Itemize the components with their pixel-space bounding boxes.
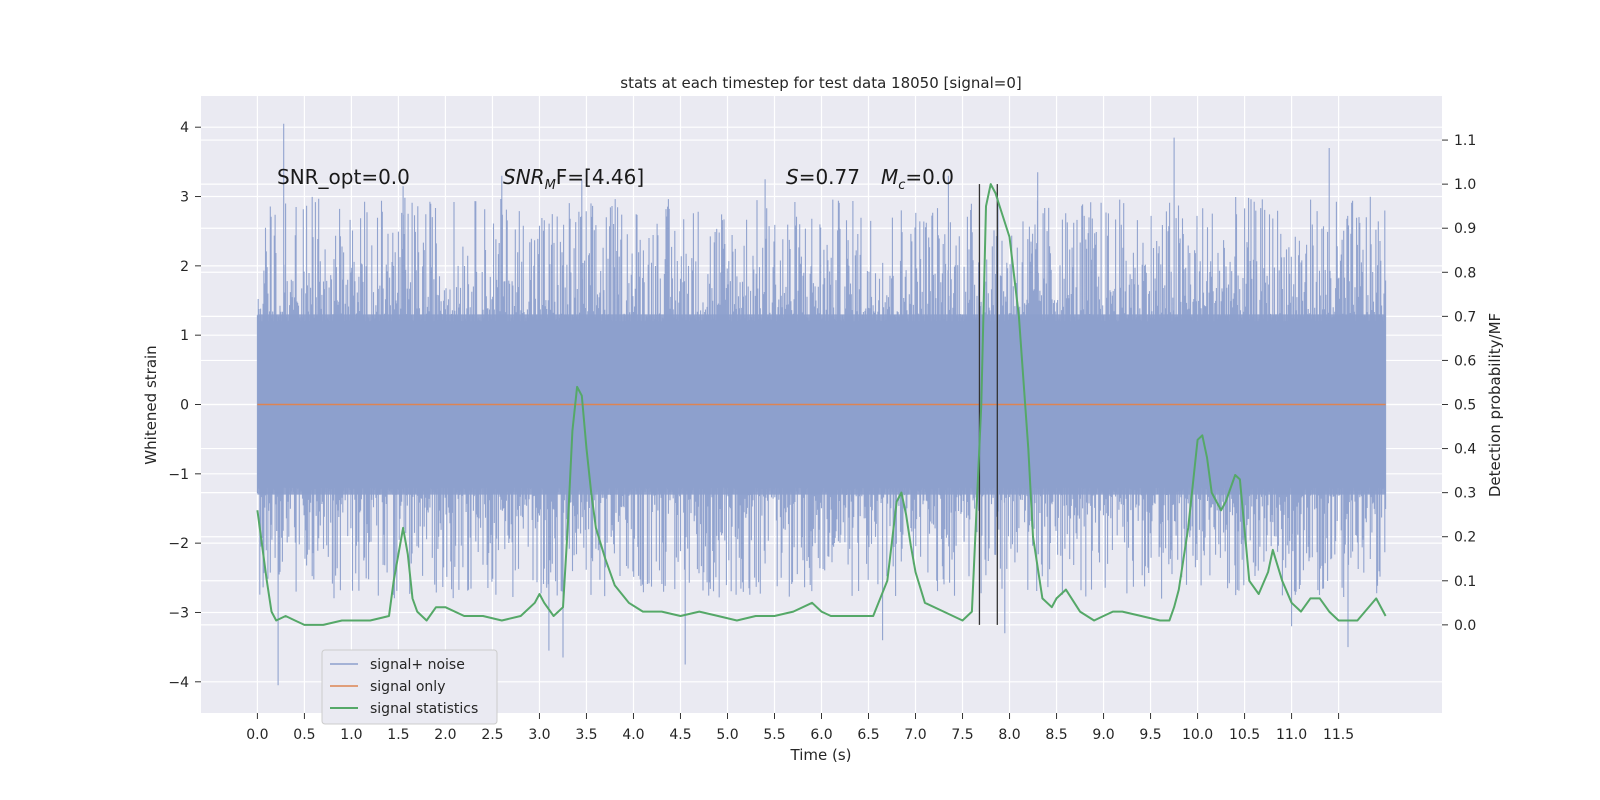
y-tick-label: −1 — [168, 467, 189, 483]
annotation-snr-mf-sub: M — [545, 178, 556, 193]
right-y-tick-label: 1.1 — [1454, 133, 1476, 149]
x-axis-label: Time (s) — [790, 746, 852, 764]
x-tick-label: 7.5 — [951, 727, 973, 743]
y-tick-label: 4 — [180, 120, 189, 136]
right-y-axis-ticks: 0.0 0.1 0.2 0.3 0.4 0.5 0.6 0.7 0.8 0.9 1.0 1.1 — [1442, 133, 1476, 634]
x-tick-label: 9.5 — [1139, 727, 1161, 743]
right-y-tick-label: 0.8 — [1454, 265, 1476, 281]
x-tick-label: 10.0 — [1182, 727, 1213, 743]
x-tick-label: 4.0 — [622, 727, 644, 743]
x-tick-label: 1.5 — [387, 727, 409, 743]
x-tick-label: 3.5 — [575, 727, 597, 743]
annotation-mc-symbol: M — [881, 165, 898, 189]
right-y-tick-label: 0.6 — [1454, 353, 1476, 369]
y-tick-label: −2 — [168, 536, 189, 552]
legend-label-signal-statistics: signal statistics — [370, 701, 478, 717]
legend: signal+ noise signal only signal statist… — [321, 649, 498, 725]
y-tick-label: 3 — [180, 190, 189, 206]
y-tick-label: −3 — [168, 605, 189, 621]
x-tick-label: 6.5 — [857, 727, 879, 743]
annotation-snr-mf-rest: F=[4.46] — [556, 165, 644, 189]
signal-statistics-line — [256, 183, 1387, 626]
x-tick-label: 4.5 — [669, 727, 691, 743]
x-tick-label: 11.5 — [1323, 727, 1354, 743]
right-y-tick-label: 0.0 — [1454, 618, 1476, 634]
legend-box — [321, 649, 498, 725]
right-y-tick-label: 0.5 — [1454, 398, 1476, 414]
annotation-s: S=0.77 — [786, 165, 860, 189]
right-y-tick-label: 1.0 — [1454, 177, 1476, 193]
x-tick-label: 6.0 — [810, 727, 832, 743]
x-tick-label: 2.0 — [434, 727, 456, 743]
right-y-tick-label: 0.3 — [1454, 486, 1476, 502]
y-tick-label: 0 — [180, 398, 189, 414]
annotation-s-symbol: S — [786, 165, 799, 189]
legend-label-signal-noise: signal+ noise — [370, 657, 465, 673]
vertical-markers — [978, 184, 998, 625]
x-axis-ticks: 0.0 0.5 1.0 1.5 2.0 2.5 3.0 3.5 4.0 4.5 5.0 5.5 6.0 6… — [246, 713, 1354, 743]
x-tick-label: 7.0 — [904, 727, 926, 743]
annotation-snr-opt: SNR_opt=0.0 — [277, 165, 410, 189]
x-tick-label: 2.5 — [481, 727, 503, 743]
x-tick-label: 11.0 — [1276, 727, 1307, 743]
x-tick-label: 5.5 — [763, 727, 785, 743]
annotation-snr-mf: SNRMF=[4.46] — [503, 165, 644, 193]
x-tick-label: 10.5 — [1229, 727, 1260, 743]
right-y-tick-label: 0.2 — [1454, 530, 1476, 546]
annotation-mc-sub: c — [898, 178, 905, 193]
x-tick-label: 8.5 — [1045, 727, 1067, 743]
right-y-tick-label: 0.1 — [1454, 574, 1476, 590]
y-tick-label: −4 — [168, 675, 189, 691]
annotation-mc-value: =0.0 — [905, 165, 954, 189]
x-tick-label: 8.0 — [998, 727, 1020, 743]
right-y-axis-label: Detection probability/MF — [1486, 313, 1504, 497]
x-tick-label: 5.0 — [716, 727, 738, 743]
x-tick-label: 0.5 — [293, 727, 315, 743]
noise-trace — [256, 123, 1387, 686]
x-tick-label: 9.0 — [1092, 727, 1114, 743]
annotation-mc: Mc=0.0 — [881, 165, 954, 193]
right-y-tick-label: 0.4 — [1454, 442, 1476, 458]
y-axis-label: Whitened strain — [142, 345, 160, 464]
y-axis-ticks: −4 −3 −2 −1 0 1 2 3 4 — [168, 120, 201, 691]
right-y-tick-label: 0.7 — [1454, 309, 1476, 325]
legend-label-signal-only: signal only — [370, 679, 445, 695]
annotation-s-value: =0.77 — [799, 165, 860, 189]
x-tick-label: 1.0 — [340, 727, 362, 743]
annotation-snr-mf-main: SNR — [503, 165, 545, 189]
x-tick-label: 0.0 — [246, 727, 268, 743]
y-tick-label: 1 — [180, 328, 189, 344]
y-tick-label: 2 — [180, 259, 189, 275]
signal-statistics-series — [256, 183, 1387, 626]
right-y-tick-label: 0.9 — [1454, 221, 1476, 237]
x-tick-label: 3.0 — [528, 727, 550, 743]
chart-title: stats at each timestep for test data 180… — [620, 74, 1021, 92]
